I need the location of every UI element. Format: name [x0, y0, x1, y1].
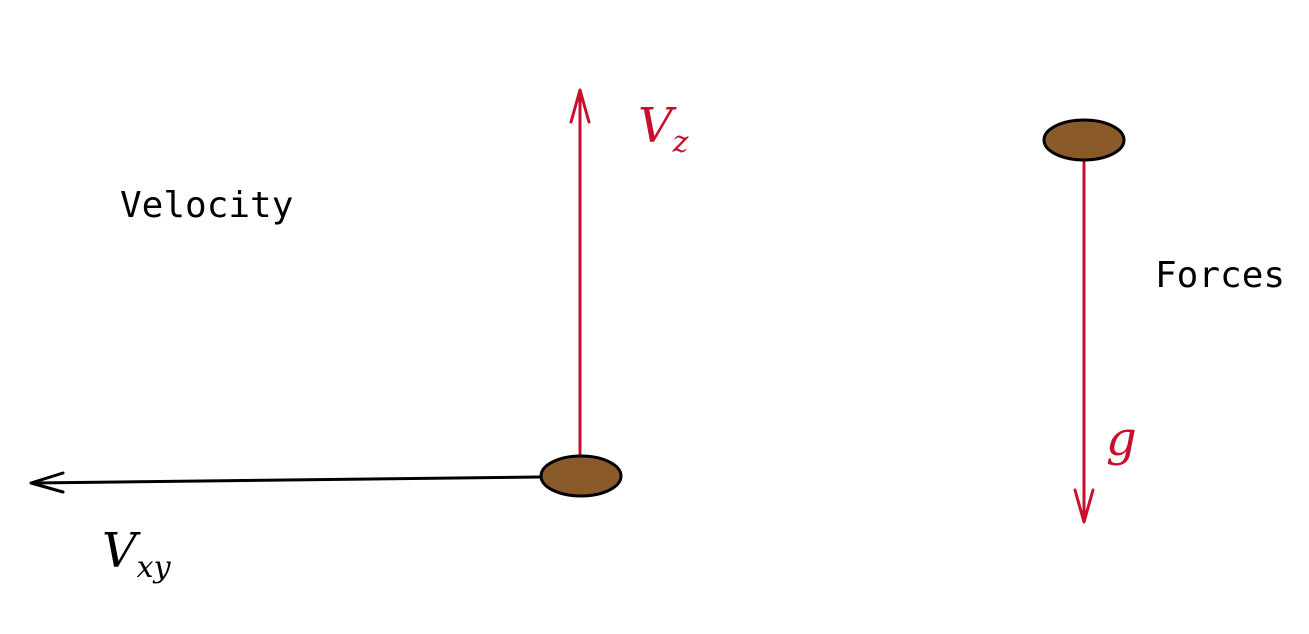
forces-ball: [1042, 118, 1126, 162]
vz-label: Vz: [638, 98, 689, 160]
vz-subscript: z: [672, 125, 689, 160]
vz-symbol: V: [638, 98, 677, 154]
vxy-subscript: xy: [137, 550, 172, 585]
velocity-label: Velocity: [120, 185, 293, 226]
g-arrow: [1073, 160, 1095, 524]
vxy-arrow: [29, 471, 541, 494]
forces-label: Forces: [1155, 255, 1285, 296]
g-label: g: [1106, 411, 1137, 467]
vxy-label: Vxy: [102, 523, 172, 585]
vxy-symbol: V: [102, 523, 141, 579]
g-symbol: g: [1106, 411, 1137, 467]
velocity-ball: [539, 454, 623, 498]
vz-arrow: [569, 88, 591, 457]
